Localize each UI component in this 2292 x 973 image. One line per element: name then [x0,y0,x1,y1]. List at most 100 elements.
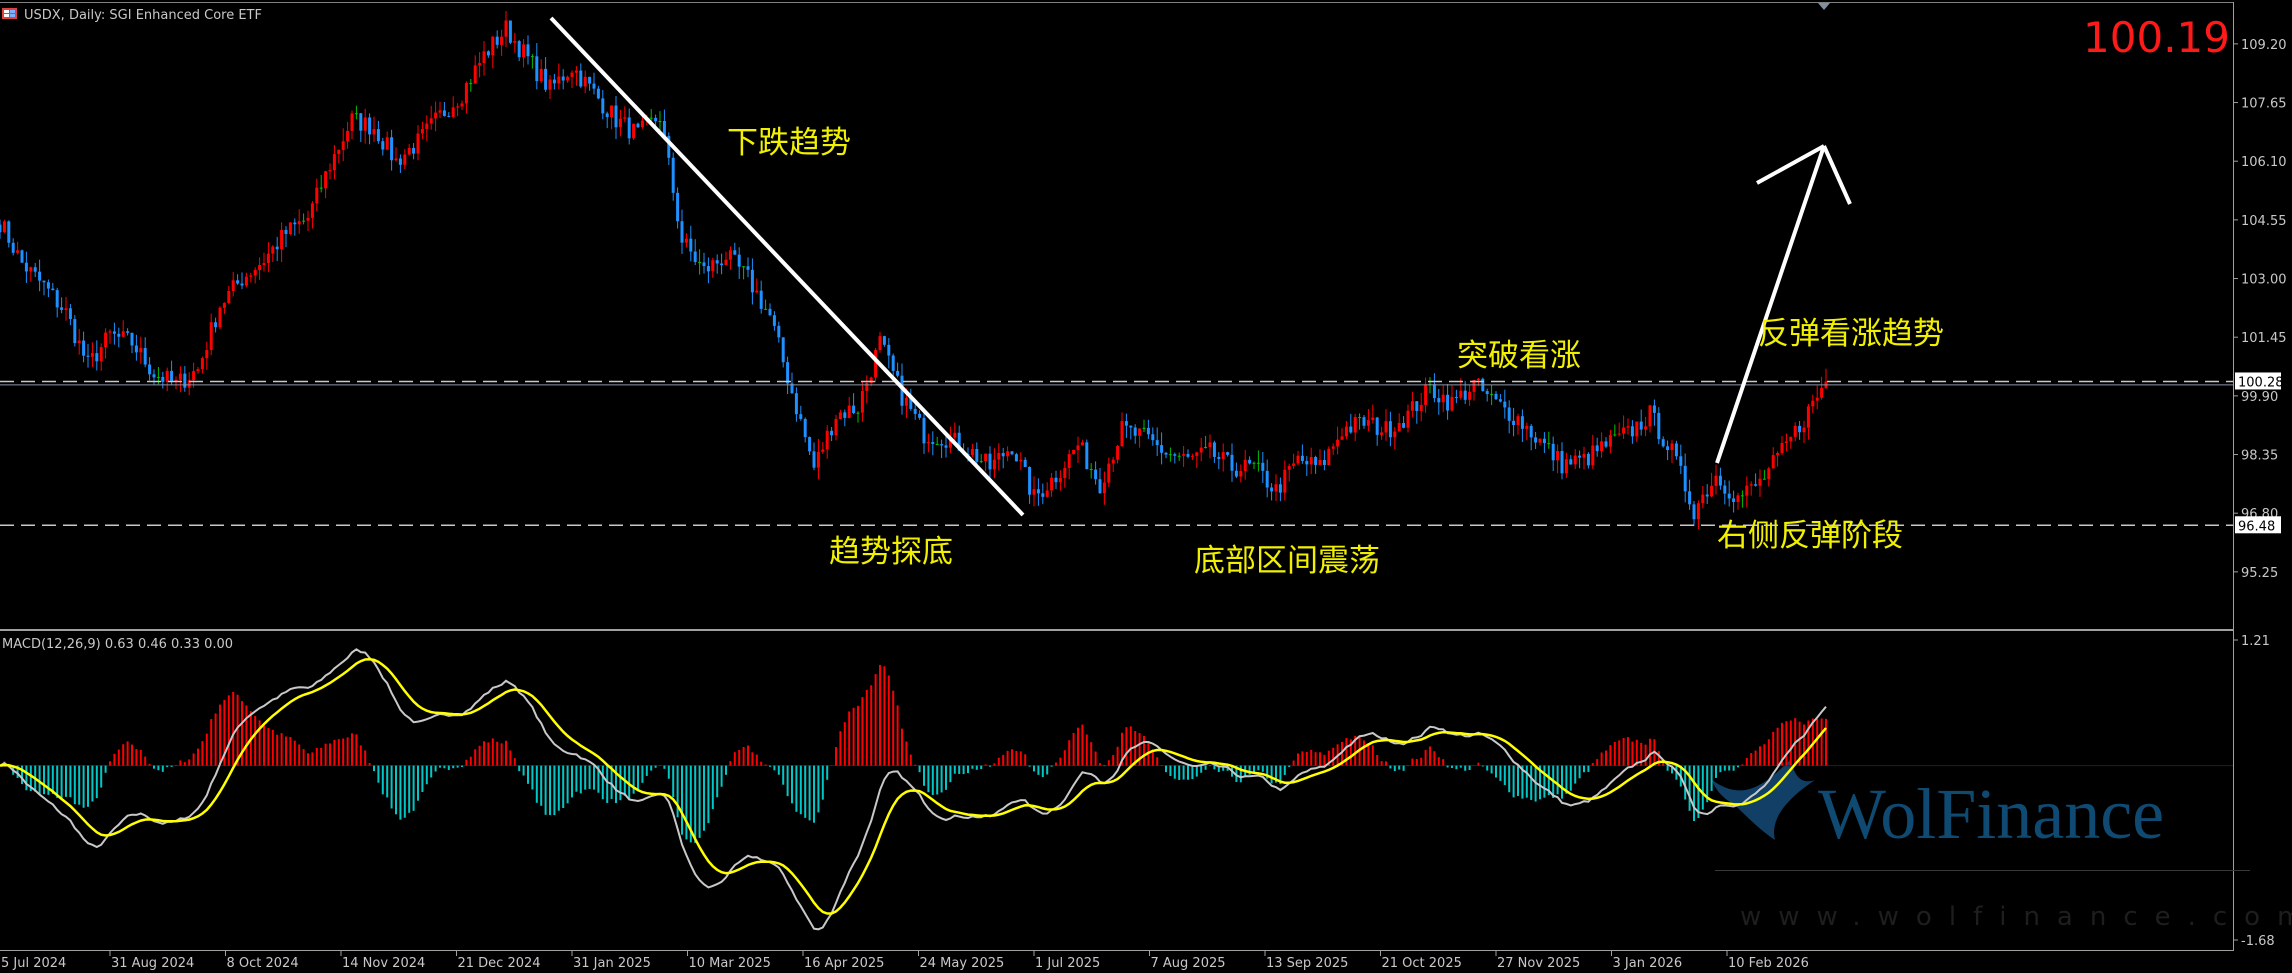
candle [1129,425,1133,440]
watermark-rule [1715,870,2250,871]
candle [1688,479,1692,510]
candle [1243,449,1247,480]
downtrend-line[interactable] [549,16,1025,517]
chart-shift-marker-icon[interactable] [1818,3,1830,10]
candle [1019,452,1023,471]
annotation-breakout[interactable]: 突破看涨 [1457,338,1581,374]
candle [1520,409,1524,442]
time-tick-label: 24 May 2025 [920,956,1005,971]
annotation-rebound-trend[interactable]: 反弹看涨趋势 [1758,316,1944,352]
candle [1613,424,1617,437]
price-scale[interactable]: 109.20 107.65 106.10 104.55 103.00 101.45 99.9… [2233,38,2287,949]
candle [500,29,504,56]
candle [882,335,886,347]
candle [315,178,319,212]
candle [891,353,895,378]
candle [1204,435,1208,449]
candle [684,233,688,248]
candle [667,132,671,166]
candle [1177,452,1181,461]
candle [46,279,50,298]
candle [588,76,592,91]
candle [1190,453,1194,460]
candle [1745,476,1749,508]
candle [909,388,913,411]
candle [856,411,860,423]
candle [544,57,548,92]
pane-separator[interactable] [0,629,2233,631]
candle [412,143,416,160]
candle [1771,447,1775,469]
candle [429,105,433,130]
candle [970,443,974,458]
candle [821,442,825,454]
annotation-bottoming[interactable]: 趋势探底 [829,534,953,570]
candle [1107,457,1111,488]
candle [491,36,495,69]
candle [1014,452,1018,462]
candle [24,251,28,284]
candle [1740,490,1744,508]
candle [1820,376,1824,400]
watermark-url: www.wolfinance.com [1740,902,2292,932]
candle [552,73,556,90]
candle [1419,392,1423,422]
candle [689,225,693,262]
time-scale[interactable]: 5 Jul 2024 31 Aug 2024 8 Oct 2024 14 Nov 20… [1,951,1809,971]
candle [121,320,125,338]
candle [73,315,77,347]
price-tick-label: 101.45 [2241,331,2287,346]
candle [7,220,11,248]
price-tick-label: 109.20 [2241,38,2287,53]
candle [310,200,314,229]
candle [1085,439,1089,470]
candle [931,431,935,456]
candle [1111,456,1115,472]
time-axis-border [0,950,2234,951]
candle [1045,482,1049,498]
candle [539,59,543,84]
annotation-downtrend[interactable]: 下跌趋势 [727,125,851,161]
candle [434,101,438,132]
candle [1292,453,1296,469]
candle [324,170,328,199]
candle [1120,412,1124,448]
candle [407,144,411,156]
candle [244,272,248,288]
level-price-box [2235,516,2281,534]
candle [926,433,930,453]
time-tick-label: 7 Aug 2025 [1151,956,1226,971]
candle [812,442,816,471]
time-tick-label: 31 Jan 2025 [573,956,651,971]
candle [372,116,376,142]
candle [1274,474,1278,502]
annotation-range-bound[interactable]: 底部区间震荡 [1194,543,1380,579]
candle [799,405,803,421]
candle [1221,443,1225,472]
candle [1793,422,1797,442]
candle [878,331,882,353]
candle [1635,421,1639,443]
candle [1168,447,1172,462]
time-tick-label: 5 Jul 2024 [1,956,66,971]
rebound-arrow[interactable] [1715,144,1852,464]
candle [438,101,442,118]
time-tick-label: 10 Mar 2025 [689,956,771,971]
candle [874,347,878,383]
annotation-right-side-rebound[interactable]: 右侧反弹阶段 [1717,518,1903,554]
candle [755,278,759,294]
candle [385,131,389,151]
candle [662,109,666,139]
candle [1595,437,1599,457]
candle [1670,439,1674,464]
candle [579,63,583,89]
candle [1503,389,1507,419]
candle [495,30,499,49]
candle [1564,452,1568,478]
candle [104,328,108,359]
candle [680,209,684,254]
candle [1063,461,1067,488]
candle [1406,404,1410,433]
candle [860,381,864,422]
